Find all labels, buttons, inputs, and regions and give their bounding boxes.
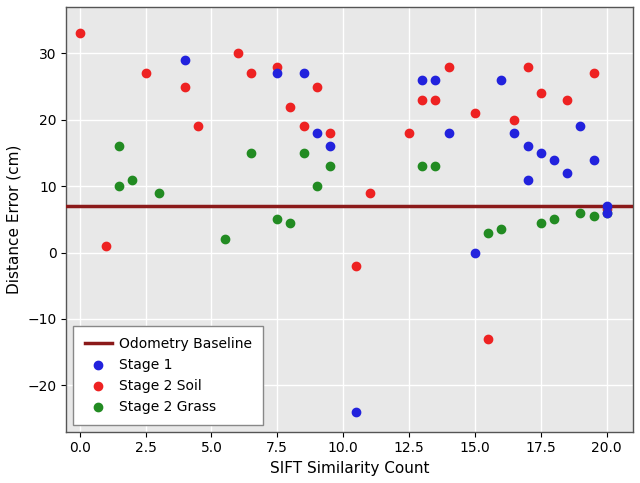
Stage 1 bbox=[536, 149, 546, 157]
Stage 2 Grass bbox=[588, 212, 598, 220]
Stage 1 bbox=[351, 408, 362, 416]
Stage 2 Soil bbox=[509, 116, 520, 124]
Stage 2 Soil bbox=[364, 189, 374, 197]
Stage 2 Grass bbox=[220, 235, 230, 243]
Stage 2 Grass bbox=[575, 209, 586, 216]
Stage 2 Soil bbox=[483, 335, 493, 343]
Stage 2 Soil bbox=[298, 123, 308, 130]
Stage 2 Soil bbox=[444, 63, 454, 71]
Stage 2 Soil bbox=[180, 83, 190, 90]
Stage 1 bbox=[272, 70, 282, 77]
Stage 1 bbox=[602, 202, 612, 210]
Stage 2 Soil bbox=[404, 129, 414, 137]
Stage 2 Soil bbox=[101, 242, 111, 250]
Stage 2 Grass bbox=[312, 182, 322, 190]
Stage 2 Soil bbox=[417, 96, 428, 104]
Stage 1 bbox=[496, 76, 506, 84]
Odometry Baseline bbox=[102, 203, 110, 209]
Stage 2 Grass bbox=[272, 215, 282, 223]
Stage 2 Grass bbox=[298, 149, 308, 157]
Stage 2 Soil bbox=[430, 96, 440, 104]
Stage 2 Grass bbox=[417, 162, 428, 170]
Stage 2 Soil bbox=[325, 129, 335, 137]
Stage 1 bbox=[470, 249, 480, 256]
Legend: Odometry Baseline, Stage 1, Stage 2 Soil, Stage 2 Grass: Odometry Baseline, Stage 1, Stage 2 Soil… bbox=[74, 326, 264, 425]
Stage 2 Grass bbox=[114, 182, 124, 190]
X-axis label: SIFT Similarity Count: SIFT Similarity Count bbox=[270, 461, 429, 476]
Stage 2 Grass bbox=[549, 215, 559, 223]
Stage 1 bbox=[509, 129, 520, 137]
Stage 2 Soil bbox=[193, 123, 204, 130]
Stage 1 bbox=[298, 70, 308, 77]
Stage 2 Grass bbox=[154, 189, 164, 197]
Stage 2 Soil bbox=[470, 109, 480, 117]
Stage 2 Grass bbox=[483, 229, 493, 237]
Stage 2 Grass bbox=[325, 162, 335, 170]
Stage 1 bbox=[522, 142, 532, 150]
Stage 2 Soil bbox=[246, 70, 256, 77]
Stage 2 Grass bbox=[496, 226, 506, 233]
Stage 2 Soil bbox=[233, 50, 243, 57]
Stage 2 Soil bbox=[74, 29, 84, 37]
Stage 2 Grass bbox=[536, 219, 546, 227]
Stage 2 Grass bbox=[285, 219, 296, 227]
Stage 1 bbox=[575, 123, 586, 130]
Stage 2 Soil bbox=[562, 96, 572, 104]
Stage 2 Soil bbox=[140, 70, 150, 77]
Stage 1 bbox=[312, 129, 322, 137]
Stage 2 Soil bbox=[536, 89, 546, 97]
Stage 1 bbox=[522, 176, 532, 184]
Y-axis label: Distance Error (cm): Distance Error (cm) bbox=[7, 145, 22, 294]
Stage 2 Soil bbox=[351, 262, 362, 270]
Stage 2 Grass bbox=[246, 149, 256, 157]
Stage 2 Grass bbox=[602, 209, 612, 216]
Odometry Baseline bbox=[76, 203, 83, 209]
Stage 1 bbox=[417, 76, 428, 84]
Stage 1 bbox=[588, 156, 598, 163]
Stage 2 Soil bbox=[602, 206, 612, 213]
Stage 1 bbox=[325, 142, 335, 150]
Stage 2 Grass bbox=[430, 162, 440, 170]
Stage 2 Soil bbox=[522, 63, 532, 71]
Stage 1 bbox=[562, 169, 572, 177]
Stage 2 Soil bbox=[285, 103, 296, 111]
Stage 1 bbox=[430, 76, 440, 84]
Stage 1 bbox=[180, 56, 190, 64]
Stage 2 Grass bbox=[127, 176, 138, 184]
Stage 2 Soil bbox=[588, 70, 598, 77]
Stage 1 bbox=[549, 156, 559, 163]
Stage 2 Soil bbox=[272, 63, 282, 71]
Stage 2 Soil bbox=[312, 83, 322, 90]
Stage 1 bbox=[444, 129, 454, 137]
Stage 1 bbox=[602, 209, 612, 216]
Stage 2 Grass bbox=[114, 142, 124, 150]
